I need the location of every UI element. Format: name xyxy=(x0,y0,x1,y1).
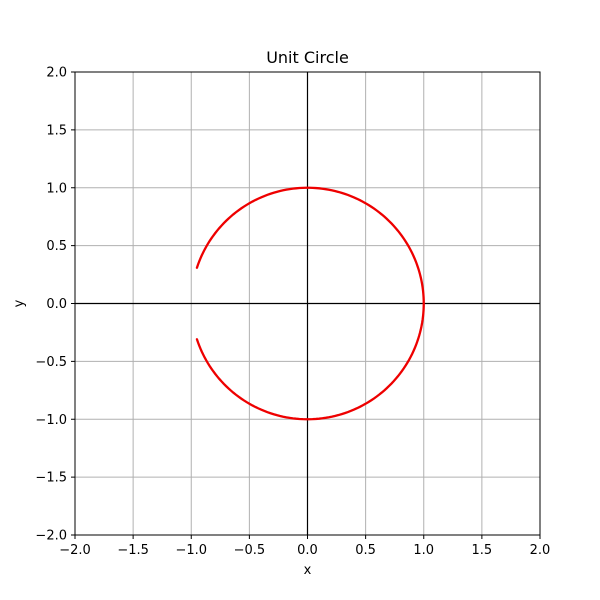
y-tick-label-1: −1.5 xyxy=(35,471,67,486)
y-tick-label-8: 2.0 xyxy=(46,66,67,81)
y-tick-label-4: 0.0 xyxy=(46,297,67,312)
x-axis-label: x xyxy=(304,563,312,578)
y-tick-label-2: −1.0 xyxy=(35,413,67,428)
x-tick-label-3: −0.5 xyxy=(234,543,266,558)
y-tick-label-6: 1.0 xyxy=(46,181,67,196)
x-tick-label-8: 2.0 xyxy=(530,543,551,558)
y-tick-label-7: 1.5 xyxy=(46,123,67,138)
y-tick-label-5: 0.5 xyxy=(46,239,67,254)
x-tick-label-7: 1.5 xyxy=(472,543,493,558)
y-tick-label-3: −0.5 xyxy=(35,355,67,370)
x-tick-label-6: 1.0 xyxy=(413,543,434,558)
x-tick-label-0: −2.0 xyxy=(59,543,91,558)
y-axis-label: y xyxy=(12,299,27,307)
y-tick-label-0: −2.0 xyxy=(35,529,67,544)
chart-title: Unit Circle xyxy=(266,48,349,67)
x-tick-label-5: 0.5 xyxy=(355,543,376,558)
x-tick-label-4: 0.0 xyxy=(297,543,318,558)
x-tick-label-1: −1.5 xyxy=(117,543,149,558)
x-tick-label-2: −1.0 xyxy=(175,543,207,558)
